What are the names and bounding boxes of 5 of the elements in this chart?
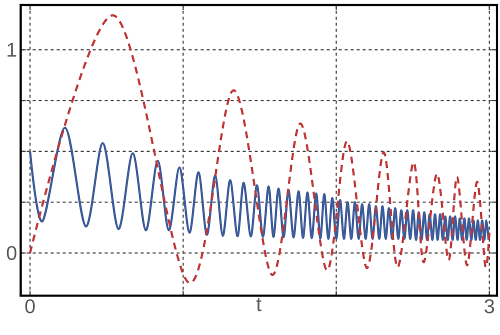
x-tick-label: 3 [484, 299, 494, 314]
line-series [28, 126, 490, 241]
x-axis-title: t [256, 298, 262, 312]
y-tick-label: 1 [8, 42, 16, 57]
line-series [28, 14, 490, 284]
